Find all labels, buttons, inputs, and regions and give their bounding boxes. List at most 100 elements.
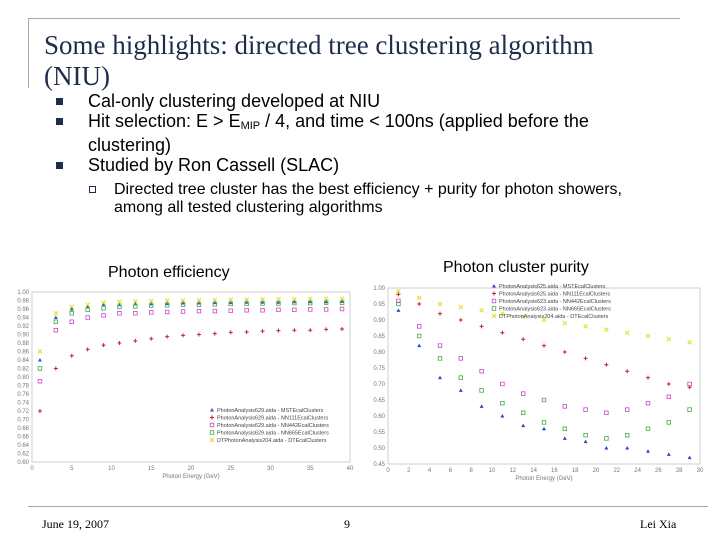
data-point [101, 302, 106, 307]
data-point [417, 302, 422, 306]
legend-entry: PhotonAnalysis625.aida - NN111EcalCluste… [499, 292, 610, 298]
data-point [542, 343, 546, 348]
data-point [37, 379, 43, 384]
data-point [276, 307, 281, 313]
data-point [292, 300, 297, 306]
data-point [308, 328, 313, 333]
data-point [260, 329, 265, 334]
data-point [307, 296, 313, 302]
data-point [209, 422, 215, 428]
data-point [53, 319, 59, 324]
square-bullet-icon [56, 162, 63, 169]
data-point [210, 415, 214, 420]
y-tick-label: 0.64 [17, 443, 29, 449]
data-point [583, 407, 588, 412]
caption-efficiency: Photon efficiency [108, 264, 230, 281]
y-tick-label: 0.68 [17, 426, 29, 432]
data-point [323, 300, 329, 305]
data-point [479, 308, 484, 313]
y-tick-label: 0.65 [373, 398, 385, 404]
data-point [666, 394, 671, 399]
data-point [228, 297, 234, 303]
x-tick-label: 24 [634, 468, 641, 474]
data-point [196, 302, 202, 307]
data-point [180, 309, 186, 314]
data-point [69, 304, 75, 310]
data-point [339, 300, 345, 305]
data-point [521, 423, 526, 428]
x-tick-label: 0 [30, 466, 34, 472]
y-tick-label: 0.86 [17, 350, 29, 356]
x-tick-label: 22 [613, 468, 620, 474]
data-point [479, 404, 484, 408]
y-tick-label: 0.88 [17, 341, 29, 347]
x-tick-label: 18 [572, 468, 579, 474]
y-tick-label: 0.74 [17, 401, 29, 407]
data-point [323, 296, 329, 302]
data-point [148, 298, 154, 304]
data-point [492, 291, 496, 296]
data-point [687, 340, 692, 345]
x-tick-label: 26 [655, 468, 662, 474]
data-point [604, 410, 609, 415]
data-point [687, 455, 692, 460]
x-tick-label: 6 [449, 468, 453, 474]
data-point [458, 356, 463, 361]
data-point [520, 410, 526, 415]
data-point [133, 304, 138, 309]
data-point [437, 301, 443, 307]
hollow-square-bullet-icon [89, 186, 96, 193]
x-tick-label: 12 [509, 468, 516, 474]
x-tick-label: 20 [593, 468, 600, 474]
data-point [244, 301, 249, 307]
data-point [132, 298, 138, 304]
data-point [117, 304, 122, 310]
data-point [396, 301, 401, 307]
legend-entry: PhotonAnalysis629.aida - NN442EcalCluste… [217, 423, 329, 429]
y-tick-label: 0.75 [373, 366, 385, 372]
data-point [646, 375, 650, 380]
data-point [117, 299, 122, 305]
x-tick-label: 4 [428, 468, 432, 474]
y-tick-label: 0.90 [17, 333, 29, 339]
data-point [69, 307, 74, 311]
data-point [646, 449, 650, 453]
data-point [500, 414, 505, 418]
data-point [583, 356, 588, 361]
data-point [417, 324, 422, 329]
data-point [396, 292, 401, 297]
legend-entry: DTPhotonAnalysis204.aida - DTEcalCluster… [217, 438, 327, 444]
data-point [244, 297, 250, 303]
data-point [164, 302, 170, 308]
data-point [276, 296, 281, 302]
y-tick-label: 0.85 [373, 334, 385, 340]
data-point [101, 305, 106, 311]
footer-page-number: 9 [344, 517, 350, 531]
data-point [53, 315, 58, 319]
data-point [276, 328, 281, 333]
data-point [604, 436, 609, 441]
data-point [339, 306, 345, 312]
x-tick-label: 10 [108, 466, 115, 472]
data-point [604, 327, 609, 332]
legend-entry: PhotonAnalysis629.aida - MSTEcalClusters [217, 408, 324, 414]
data-point [37, 409, 42, 413]
x-tick-label: 2 [407, 468, 411, 474]
data-point [625, 446, 630, 450]
data-point [500, 381, 505, 387]
y-tick-label: 0.62 [17, 452, 29, 458]
data-point [210, 408, 214, 412]
data-point [396, 298, 401, 303]
x-tick-label: 15 [148, 466, 155, 472]
bullet-item: Cal-only clustering developed at NIU [56, 92, 656, 111]
data-point [37, 366, 43, 371]
data-point [583, 432, 588, 438]
data-point [133, 338, 138, 343]
data-point [624, 432, 630, 438]
bullet-list: Cal-only clustering developed at NIU Hit… [56, 92, 656, 217]
data-point [687, 407, 692, 412]
slide-border-top [28, 18, 680, 19]
data-point [85, 347, 90, 352]
x-tick-label: 14 [530, 468, 537, 474]
y-tick-label: 0.84 [17, 358, 29, 364]
